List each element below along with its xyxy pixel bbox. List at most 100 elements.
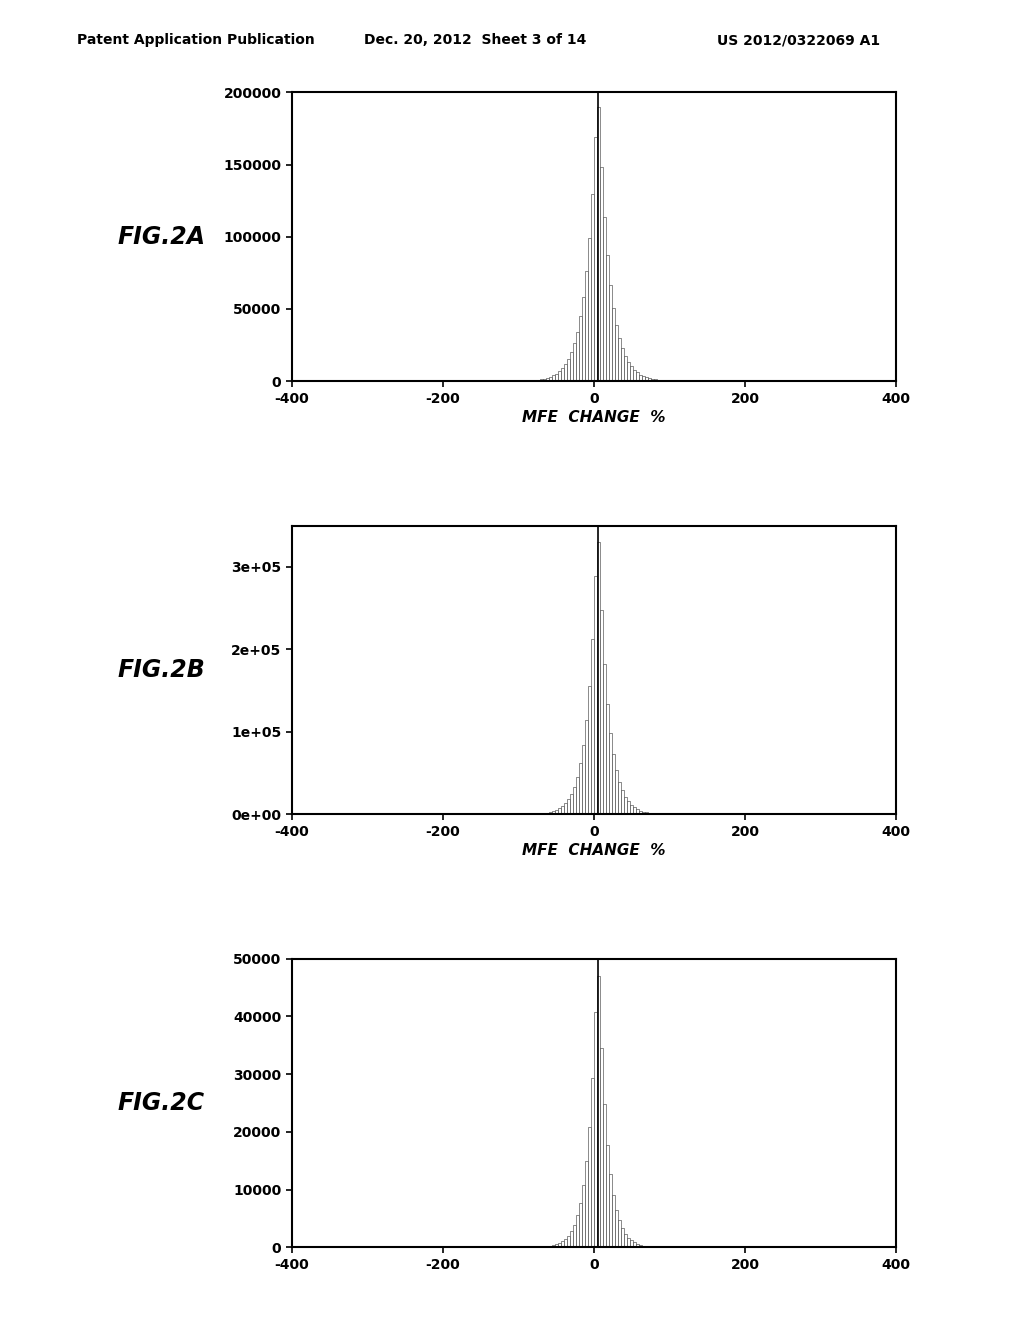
Bar [582, 297, 585, 381]
Bar [627, 362, 630, 381]
X-axis label: MFE  CHANGE  %: MFE CHANGE % [522, 409, 666, 425]
Bar [549, 812, 552, 814]
Bar [594, 137, 597, 381]
Bar [579, 317, 582, 381]
Text: US 2012/0322069 A1: US 2012/0322069 A1 [717, 33, 880, 48]
Bar [618, 338, 622, 381]
Bar [564, 364, 566, 381]
Bar [603, 216, 606, 381]
Bar [569, 1232, 572, 1247]
Bar [572, 343, 575, 381]
Bar [566, 1236, 569, 1247]
Bar [569, 793, 572, 814]
Bar [552, 375, 555, 381]
Bar [585, 1162, 588, 1247]
Bar [639, 810, 642, 814]
Bar [615, 1210, 618, 1247]
Bar [651, 379, 654, 381]
Bar [645, 378, 648, 381]
Bar [591, 639, 594, 814]
Bar [572, 787, 575, 814]
Bar [639, 1245, 642, 1247]
Bar [642, 812, 645, 814]
Text: FIG.2A: FIG.2A [118, 224, 206, 248]
Bar [546, 813, 549, 814]
Text: FIG.2B: FIG.2B [118, 657, 206, 682]
Bar [609, 285, 612, 381]
Bar [558, 1243, 561, 1247]
Bar [612, 1195, 615, 1247]
Bar [540, 379, 543, 381]
Bar [597, 543, 600, 814]
Bar [603, 1105, 606, 1247]
Bar [561, 807, 564, 814]
Bar [566, 359, 569, 381]
Bar [569, 352, 572, 381]
Bar [648, 813, 651, 814]
Bar [630, 805, 633, 814]
Bar [645, 812, 648, 814]
Text: Dec. 20, 2012  Sheet 3 of 14: Dec. 20, 2012 Sheet 3 of 14 [364, 33, 586, 48]
Bar [555, 374, 558, 381]
Bar [555, 810, 558, 814]
Bar [561, 1241, 564, 1247]
Bar [558, 371, 561, 381]
Bar [588, 685, 591, 814]
Bar [615, 771, 618, 814]
Bar [636, 372, 639, 381]
Bar [609, 1173, 612, 1247]
Bar [627, 1238, 630, 1247]
Bar [594, 1012, 597, 1247]
Bar [579, 1203, 582, 1247]
Bar [546, 378, 549, 381]
Bar [645, 1246, 648, 1247]
Bar [622, 791, 625, 814]
Bar [585, 719, 588, 814]
Bar [625, 797, 627, 814]
Bar [654, 379, 657, 381]
Bar [625, 1234, 627, 1247]
Bar [572, 1225, 575, 1247]
Bar [612, 755, 615, 814]
Bar [630, 367, 633, 381]
Bar [618, 781, 622, 814]
Bar [639, 375, 642, 381]
Bar [588, 238, 591, 381]
Bar [582, 744, 585, 814]
Bar [537, 380, 540, 381]
Bar [600, 1048, 603, 1247]
Bar [582, 1185, 585, 1247]
Bar [549, 376, 552, 381]
Bar [597, 975, 600, 1247]
Bar [618, 1221, 622, 1247]
Bar [585, 272, 588, 381]
Bar [642, 1246, 645, 1247]
Bar [566, 800, 569, 814]
Bar [609, 733, 612, 814]
Bar [633, 808, 636, 814]
Bar [594, 576, 597, 814]
Bar [561, 368, 564, 381]
Bar [575, 331, 579, 381]
Bar [622, 348, 625, 381]
Bar [642, 376, 645, 381]
Bar [588, 1127, 591, 1247]
Text: Patent Application Publication: Patent Application Publication [77, 33, 314, 48]
Bar [636, 809, 639, 814]
Bar [600, 168, 603, 381]
Bar [555, 1245, 558, 1247]
Bar [627, 801, 630, 814]
Bar [591, 194, 594, 381]
Bar [552, 810, 555, 814]
Bar [636, 1243, 639, 1247]
Bar [552, 1245, 555, 1247]
Bar [648, 378, 651, 381]
Bar [633, 370, 636, 381]
Bar [575, 776, 579, 814]
Bar [657, 380, 660, 381]
Bar [615, 325, 618, 381]
Bar [633, 1242, 636, 1247]
Bar [606, 704, 609, 814]
Bar [603, 664, 606, 814]
Bar [630, 1241, 633, 1247]
